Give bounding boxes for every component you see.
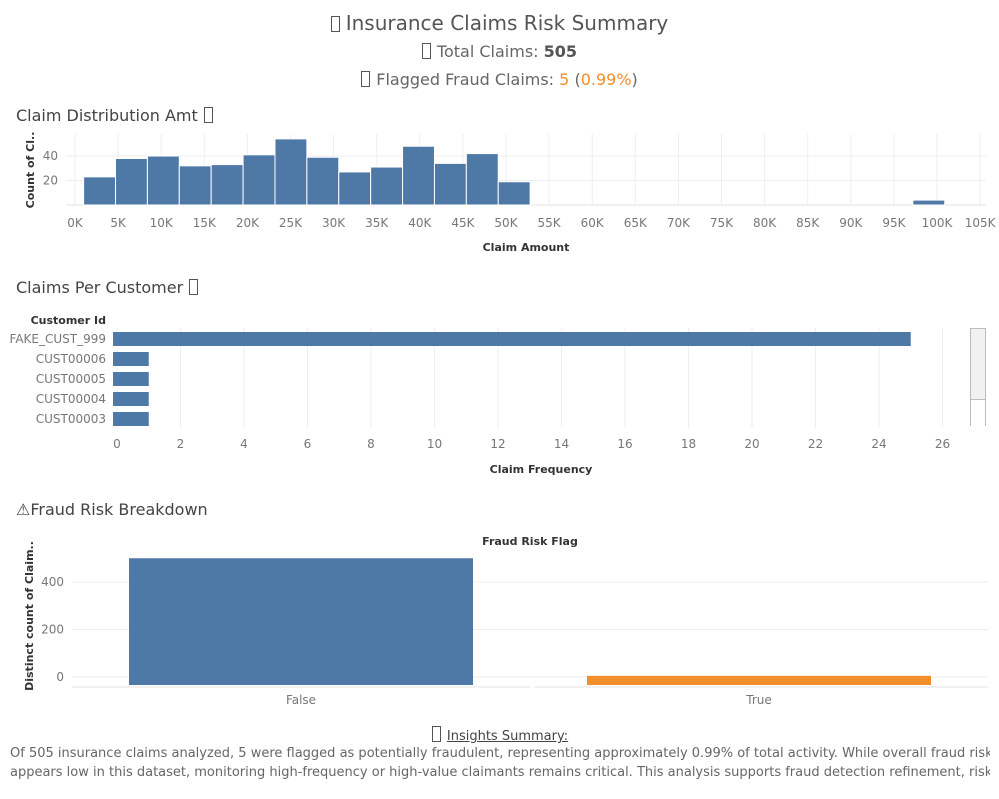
hist-bar bbox=[115, 157, 148, 206]
hist-x-tick-label: 60K bbox=[581, 216, 605, 230]
cust-x-tick-label: 2 bbox=[177, 437, 185, 451]
cust-x-tick-label: 20 bbox=[744, 437, 759, 451]
hist-x-tick-label: 20K bbox=[236, 216, 260, 230]
hist-x-axis-title: Claim Amount bbox=[483, 241, 570, 254]
hist-x-tick-label: 55K bbox=[538, 216, 562, 230]
distribution-section-title: Claim Distribution Amt bbox=[16, 106, 213, 125]
hist-x-tick-label: 0K bbox=[67, 216, 84, 230]
fraud-bar bbox=[129, 558, 473, 685]
hist-bar bbox=[178, 165, 212, 206]
fraud-y-tick-label: 400 bbox=[41, 575, 64, 589]
title-icon bbox=[330, 16, 340, 32]
hist-x-tick-label: 95K bbox=[882, 216, 906, 230]
cust-x-tick-label: 6 bbox=[304, 437, 312, 451]
hist-x-tick-label: 25K bbox=[279, 216, 303, 230]
fraud-y-tick-label: 200 bbox=[41, 623, 64, 637]
hist-bar bbox=[306, 156, 340, 206]
cust-category-label: CUST00005 bbox=[36, 372, 106, 386]
hist-x-tick-label: 70K bbox=[667, 216, 691, 230]
hist-bar bbox=[370, 166, 404, 206]
cust-y-axis-title: Customer Id bbox=[31, 314, 106, 327]
hist-bar bbox=[402, 145, 435, 206]
distribution-icon bbox=[203, 107, 213, 123]
cust-x-tick-label: 18 bbox=[681, 437, 696, 451]
flagged-claims-pct: 0.99% bbox=[580, 70, 632, 89]
hist-bar bbox=[497, 181, 531, 206]
cust-x-axis-title: Claim Frequency bbox=[490, 463, 593, 476]
cust-x-tick-label: 22 bbox=[808, 437, 823, 451]
cust-category-label: CUST00004 bbox=[36, 392, 106, 406]
hist-x-tick-label: 10K bbox=[150, 216, 174, 230]
hist-x-tick-label: 35K bbox=[365, 216, 389, 230]
hist-y-axis-title: Count of Cl.. bbox=[24, 132, 37, 209]
fraud-category-label: False bbox=[286, 693, 316, 707]
fraud-category-label: True bbox=[745, 693, 772, 707]
cust-x-tick-label: 10 bbox=[427, 437, 442, 451]
customer-icon bbox=[189, 279, 199, 295]
hist-x-tick-label: 40K bbox=[408, 216, 432, 230]
hist-x-tick-label: 45K bbox=[451, 216, 475, 230]
cust-category-label: CUST00003 bbox=[36, 412, 106, 426]
cust-x-tick-label: 14 bbox=[554, 437, 569, 451]
insights-title: Insights Summary: bbox=[10, 726, 990, 744]
hist-x-tick-label: 100K bbox=[922, 216, 954, 230]
cust-x-tick-label: 12 bbox=[490, 437, 505, 451]
total-claims-line: Total Claims: 505 bbox=[0, 38, 999, 66]
fraud-chart-title: Fraud Risk Flag bbox=[482, 535, 578, 548]
fraud-y-tick-label: 0 bbox=[56, 670, 64, 684]
hist-bar bbox=[912, 199, 946, 206]
hist-x-tick-label: 65K bbox=[624, 216, 648, 230]
cust-bar bbox=[113, 332, 911, 346]
hist-bar bbox=[274, 138, 308, 206]
cust-x-tick-label: 24 bbox=[871, 437, 886, 451]
dashboard-header: Insurance Claims Risk Summary Total Clai… bbox=[0, 8, 999, 94]
hist-x-tick-label: 90K bbox=[839, 216, 863, 230]
hist-bar bbox=[242, 154, 276, 206]
insights-line-2: appears low in this dataset, monitoring … bbox=[10, 765, 990, 780]
total-claims-value: 505 bbox=[543, 42, 578, 61]
cust-bar bbox=[113, 352, 149, 366]
hist-x-tick-label: 85K bbox=[796, 216, 820, 230]
scrollbar-thumb[interactable] bbox=[971, 399, 985, 426]
cust-x-tick-label: 0 bbox=[113, 437, 121, 451]
cust-x-tick-label: 4 bbox=[240, 437, 248, 451]
hist-x-tick-label: 50K bbox=[494, 216, 518, 230]
customer-section-title: Claims Per Customer bbox=[16, 278, 199, 297]
cust-bar bbox=[113, 372, 149, 386]
cust-x-tick-label: 8 bbox=[367, 437, 375, 451]
hist-bar bbox=[210, 164, 244, 206]
hist-y-tick-label: 20 bbox=[43, 174, 58, 188]
total-claims-icon bbox=[421, 43, 431, 59]
hist-x-tick-label: 105K bbox=[965, 216, 997, 230]
hist-bar bbox=[83, 176, 117, 206]
hist-x-tick-label: 80K bbox=[753, 216, 777, 230]
cust-x-tick-label: 16 bbox=[617, 437, 632, 451]
hist-bar bbox=[338, 171, 372, 206]
fraud-y-axis-title: Distinct count of Claim.. bbox=[23, 541, 36, 691]
flagged-claims-value: 5 bbox=[559, 70, 570, 89]
cust-x-tick-label: 26 bbox=[935, 437, 950, 451]
flagged-claims-icon bbox=[361, 71, 371, 87]
fraud-bar bbox=[587, 675, 931, 685]
fraud-section-title: ⚠Fraud Risk Breakdown bbox=[16, 500, 208, 519]
dashboard-title: Insurance Claims Risk Summary bbox=[0, 8, 999, 38]
cust-bar bbox=[113, 412, 149, 426]
hist-y-tick-label: 40 bbox=[43, 149, 58, 163]
insights-icon bbox=[431, 726, 441, 742]
hist-x-tick-label: 5K bbox=[110, 216, 127, 230]
hist-x-tick-label: 30K bbox=[322, 216, 346, 230]
cust-category-label: CUST00006 bbox=[36, 352, 106, 366]
cust-bar bbox=[113, 392, 149, 406]
flagged-claims-line: Flagged Fraud Claims: 5 (0.99%) bbox=[0, 66, 999, 94]
hist-bar bbox=[465, 153, 499, 206]
hist-x-tick-label: 75K bbox=[710, 216, 734, 230]
insights-line-1: Of 505 insurance claims analyzed, 5 were… bbox=[10, 746, 990, 761]
customer-scrollbar[interactable] bbox=[970, 328, 986, 426]
hist-x-tick-label: 15K bbox=[193, 216, 217, 230]
cust-category-label: FAKE_CUST_999 bbox=[10, 332, 106, 346]
insights-summary: Insights Summary: Of 505 insurance claim… bbox=[10, 726, 990, 782]
